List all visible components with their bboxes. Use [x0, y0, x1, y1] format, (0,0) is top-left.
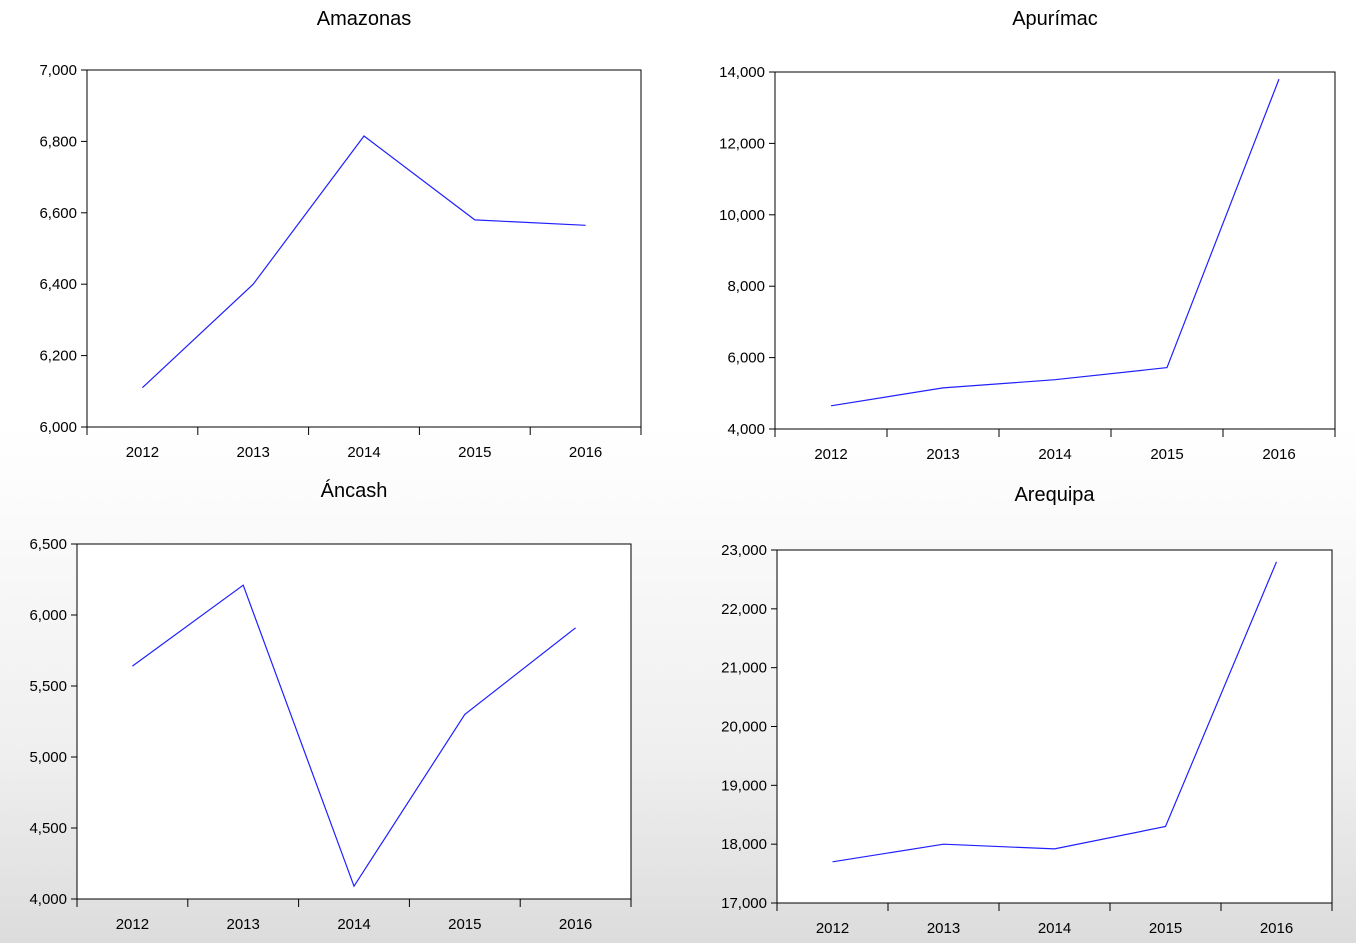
- x-tick-label: 2012: [814, 446, 847, 463]
- chart-panel-0: Amazonas 6,000 6,200 6,400 6,600 6,800 7,000 20…: [39, 8, 642, 461]
- chart-panel-1: Apurímac 4,000 6,000 8,000 10,000 12,000 14,00…: [719, 8, 1336, 463]
- y-tick-label: 23,000: [721, 542, 767, 559]
- x-tick-label: 2013: [237, 444, 270, 461]
- x-tick-label: 2015: [458, 444, 491, 461]
- series-line: [141, 135, 586, 389]
- y-tick-label: 18,000: [721, 836, 767, 853]
- x-tick-label: 2014: [1038, 920, 1071, 937]
- x-tick-label: 2014: [347, 444, 380, 461]
- y-tick-label: 19,000: [721, 777, 767, 794]
- y-tick-label: 6,600: [39, 205, 77, 222]
- y-tick-label: 6,200: [39, 348, 77, 365]
- data-point: [1276, 561, 1278, 563]
- chart-title: Apurímac: [1012, 8, 1098, 30]
- y-tick-label: 6,400: [39, 276, 77, 293]
- x-tick-label: 2014: [1038, 446, 1071, 463]
- data-point: [1165, 826, 1167, 828]
- x-tick-label: 2012: [126, 444, 159, 461]
- x-tick-label: 2012: [116, 916, 149, 933]
- chart-panel-2: Áncash 4,000 4,500 5,000 5,500 6,000 6,500 2012…: [29, 479, 632, 933]
- y-tick-label: 4,000: [727, 421, 765, 438]
- data-point: [131, 665, 133, 667]
- y-tick-label: 7,000: [39, 62, 77, 79]
- y-tick-label: 22,000: [721, 601, 767, 618]
- y-tick-label: 6,500: [29, 536, 67, 553]
- x-tick-label: 2013: [927, 920, 960, 937]
- chart-panel-3: Arequipa 17,000 18,000 19,000 20,000 21,000 22…: [721, 484, 1333, 937]
- data-point: [252, 283, 254, 285]
- chart-title: Arequipa: [1014, 484, 1095, 506]
- data-point: [832, 861, 834, 863]
- data-point: [353, 885, 355, 887]
- y-tick-label: 12,000: [719, 135, 765, 152]
- data-point: [1278, 78, 1280, 80]
- series-line: [832, 561, 1278, 863]
- x-tick-label: 2013: [227, 916, 260, 933]
- x-tick-label: 2015: [1150, 446, 1183, 463]
- plot-frame: [76, 543, 632, 900]
- chart-title: Amazonas: [317, 8, 412, 30]
- y-tick-label: 20,000: [721, 719, 767, 736]
- y-tick-label: 4,500: [29, 820, 67, 837]
- data-point: [141, 387, 143, 389]
- data-point: [363, 135, 365, 137]
- chart-title: Áncash: [321, 479, 388, 502]
- y-tick-label: 21,000: [721, 660, 767, 677]
- plot-frame: [774, 71, 1336, 430]
- x-tick-label: 2014: [337, 916, 370, 933]
- data-point: [1054, 848, 1056, 850]
- data-point: [464, 713, 466, 715]
- y-tick-label: 6,000: [29, 607, 67, 624]
- data-point: [943, 843, 945, 845]
- data-point: [585, 224, 587, 226]
- y-tick-label: 6,800: [39, 133, 77, 150]
- x-tick-label: 2013: [926, 446, 959, 463]
- y-tick-label: 6,000: [39, 419, 77, 436]
- series-line: [830, 78, 1280, 407]
- y-tick-label: 6,000: [727, 350, 765, 367]
- x-tick-label: 2016: [1260, 920, 1293, 937]
- x-tick-label: 2016: [559, 916, 592, 933]
- y-tick-label: 5,000: [29, 749, 67, 766]
- data-point: [1166, 367, 1168, 369]
- plot-frame: [776, 549, 1333, 904]
- y-tick-label: 10,000: [719, 207, 765, 224]
- plot-frame: [86, 69, 642, 428]
- x-tick-label: 2012: [816, 920, 849, 937]
- x-tick-label: 2016: [1262, 446, 1295, 463]
- data-point: [242, 584, 244, 586]
- data-point: [1054, 379, 1056, 381]
- data-point: [474, 219, 476, 221]
- y-tick-label: 4,000: [29, 891, 67, 908]
- y-tick-label: 14,000: [719, 64, 765, 81]
- y-tick-label: 8,000: [727, 278, 765, 295]
- data-point: [830, 405, 832, 407]
- y-tick-label: 17,000: [721, 895, 767, 912]
- data-point: [575, 627, 577, 629]
- series-line: [132, 584, 576, 888]
- x-tick-label: 2016: [569, 444, 602, 461]
- data-point: [942, 387, 944, 389]
- y-tick-label: 5,500: [29, 678, 67, 695]
- x-tick-label: 2015: [1149, 920, 1182, 937]
- x-tick-label: 2015: [448, 916, 481, 933]
